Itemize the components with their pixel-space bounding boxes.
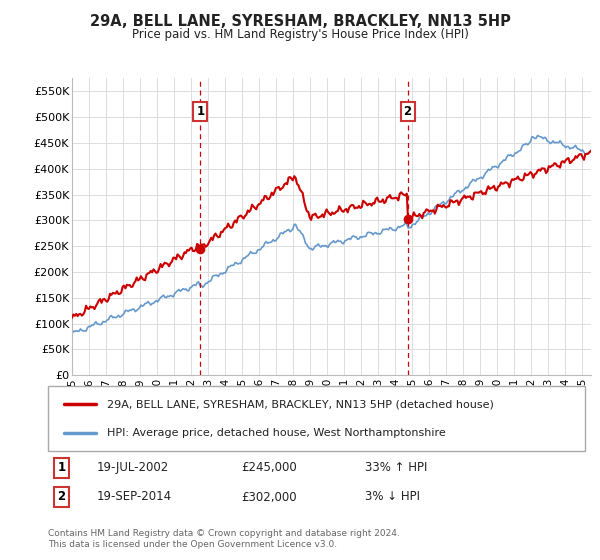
Text: £245,000: £245,000 — [241, 461, 297, 474]
Text: Contains HM Land Registry data © Crown copyright and database right 2024.
This d: Contains HM Land Registry data © Crown c… — [48, 529, 400, 549]
FancyBboxPatch shape — [48, 386, 585, 451]
Text: 33% ↑ HPI: 33% ↑ HPI — [365, 461, 427, 474]
Text: 2: 2 — [404, 105, 412, 119]
Text: 3% ↓ HPI: 3% ↓ HPI — [365, 491, 420, 503]
Text: 29A, BELL LANE, SYRESHAM, BRACKLEY, NN13 5HP (detached house): 29A, BELL LANE, SYRESHAM, BRACKLEY, NN13… — [107, 399, 494, 409]
Text: £302,000: £302,000 — [241, 491, 297, 503]
Text: HPI: Average price, detached house, West Northamptonshire: HPI: Average price, detached house, West… — [107, 428, 446, 438]
Text: 19-JUL-2002: 19-JUL-2002 — [97, 461, 169, 474]
Text: 19-SEP-2014: 19-SEP-2014 — [97, 491, 172, 503]
Text: Price paid vs. HM Land Registry's House Price Index (HPI): Price paid vs. HM Land Registry's House … — [131, 28, 469, 41]
Text: 2: 2 — [58, 491, 65, 503]
Text: 29A, BELL LANE, SYRESHAM, BRACKLEY, NN13 5HP: 29A, BELL LANE, SYRESHAM, BRACKLEY, NN13… — [89, 14, 511, 29]
Text: 1: 1 — [58, 461, 65, 474]
Text: 1: 1 — [196, 105, 205, 119]
